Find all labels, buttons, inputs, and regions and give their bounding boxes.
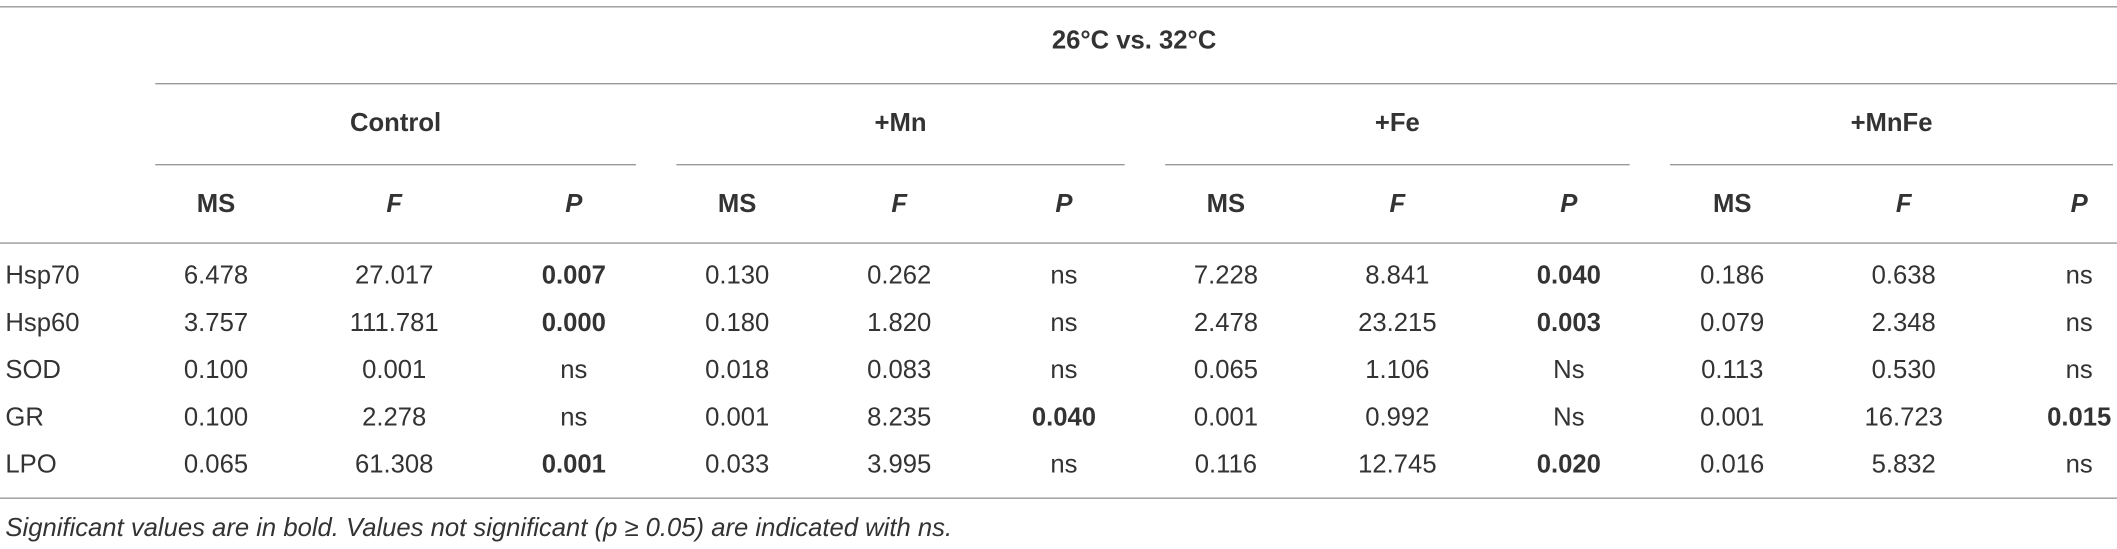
column-header: MS bbox=[718, 190, 756, 218]
cell: 27.017 bbox=[355, 262, 433, 290]
column-header: F bbox=[1896, 190, 1913, 218]
cell: ns bbox=[2066, 356, 2093, 384]
cell: 0.033 bbox=[705, 451, 769, 479]
column-header: P bbox=[1055, 190, 1073, 218]
cell: 23.215 bbox=[1358, 309, 1436, 337]
cell: 0.186 bbox=[1700, 262, 1764, 290]
cell: 0.100 bbox=[184, 403, 248, 431]
cell: 0.180 bbox=[705, 309, 769, 337]
cell: 0.065 bbox=[1194, 356, 1258, 384]
cell: 0.001 bbox=[705, 403, 769, 431]
cell: 0.040 bbox=[1537, 262, 1601, 290]
cell: 0.040 bbox=[1032, 403, 1096, 431]
cell: 111.781 bbox=[350, 309, 439, 337]
cell: 1.820 bbox=[867, 309, 931, 337]
cell: 0.020 bbox=[1537, 451, 1601, 479]
column-header: MS bbox=[197, 190, 235, 218]
cell: 0.083 bbox=[867, 356, 931, 384]
cell: 0.079 bbox=[1700, 309, 1764, 337]
cell: 61.308 bbox=[355, 451, 433, 479]
cell: ns bbox=[1050, 451, 1077, 479]
cell: 12.745 bbox=[1358, 451, 1436, 479]
cell: 3.757 bbox=[184, 309, 248, 337]
group-header: +MnFe bbox=[1851, 109, 1933, 137]
cell: ns bbox=[560, 403, 587, 431]
cell: ns bbox=[1050, 309, 1077, 337]
cell: 0.262 bbox=[867, 262, 931, 290]
cell: 0.015 bbox=[2047, 403, 2111, 431]
cell: 0.001 bbox=[1700, 403, 1764, 431]
cell: ns bbox=[1050, 262, 1077, 290]
row-label: GR bbox=[5, 403, 43, 431]
cell: 0.001 bbox=[1194, 403, 1258, 431]
row-label: LPO bbox=[5, 451, 56, 479]
row-label: Hsp70 bbox=[5, 262, 79, 290]
cell: 0.113 bbox=[1701, 356, 1763, 384]
cell: 6.478 bbox=[184, 262, 248, 290]
cell: 16.723 bbox=[1864, 403, 1942, 431]
cell: ns bbox=[2066, 262, 2093, 290]
cell: 0.116 bbox=[1195, 451, 1257, 479]
cell: 0.007 bbox=[542, 262, 606, 290]
cell: 5.832 bbox=[1872, 451, 1936, 479]
column-header: F bbox=[1390, 190, 1407, 218]
row-label: SOD bbox=[5, 356, 61, 384]
cell: 8.235 bbox=[867, 403, 931, 431]
cell: 0.000 bbox=[542, 309, 606, 337]
row-label: Hsp60 bbox=[5, 309, 79, 337]
cell: ns bbox=[2066, 451, 2093, 479]
cell: 2.478 bbox=[1194, 309, 1258, 337]
column-header: P bbox=[565, 190, 583, 218]
column-header: P bbox=[2071, 190, 2089, 218]
footnote: Significant values are in bold. Values n… bbox=[5, 514, 952, 542]
column-header: P bbox=[1560, 190, 1578, 218]
cell: 2.278 bbox=[362, 403, 426, 431]
cell: ns bbox=[560, 356, 587, 384]
cell: ns bbox=[2066, 309, 2093, 337]
cell: 0.638 bbox=[1872, 262, 1936, 290]
column-header: F bbox=[891, 190, 908, 218]
cell: 0.001 bbox=[362, 356, 426, 384]
cell: 0.003 bbox=[1537, 309, 1601, 337]
cell: Ns bbox=[1553, 403, 1584, 431]
cell: 8.841 bbox=[1365, 262, 1429, 290]
column-header: F bbox=[386, 190, 403, 218]
cell: 0.018 bbox=[705, 356, 769, 384]
cell: 2.348 bbox=[1872, 309, 1936, 337]
cell: 0.530 bbox=[1872, 356, 1936, 384]
cell: 0.100 bbox=[184, 356, 248, 384]
cell: 0.130 bbox=[705, 262, 769, 290]
cell: 0.016 bbox=[1700, 451, 1764, 479]
column-header: MS bbox=[1713, 190, 1751, 218]
cell: Ns bbox=[1553, 356, 1584, 384]
group-header: Control bbox=[350, 109, 441, 137]
cell: 0.065 bbox=[184, 451, 248, 479]
cell: 3.995 bbox=[867, 451, 931, 479]
cell: 0.992 bbox=[1365, 403, 1429, 431]
table-title: 26°C vs. 32°C bbox=[1052, 27, 1216, 55]
group-header: +Mn bbox=[875, 109, 927, 137]
group-header: +Fe bbox=[1375, 109, 1420, 137]
cell: 0.001 bbox=[542, 451, 606, 479]
cell: ns bbox=[1050, 356, 1077, 384]
cell: 1.106 bbox=[1365, 356, 1429, 384]
cell: 7.228 bbox=[1194, 262, 1258, 290]
column-header: MS bbox=[1207, 190, 1245, 218]
